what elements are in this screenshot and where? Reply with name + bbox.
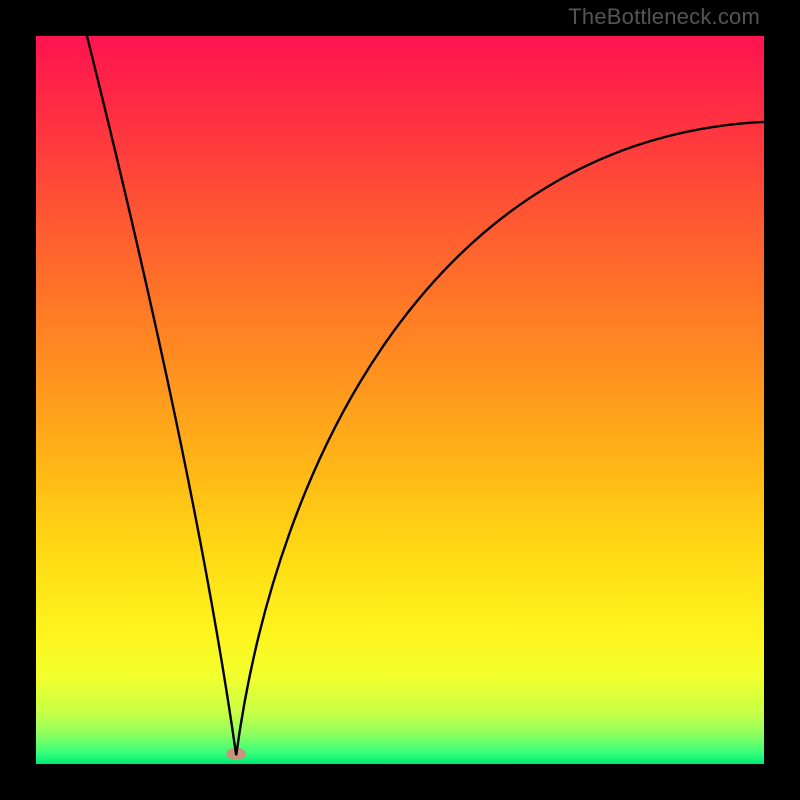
frame-right: [764, 0, 800, 800]
frame-left: [0, 0, 36, 800]
frame-bottom: [0, 764, 800, 800]
bottleneck-chart: [36, 36, 764, 764]
gradient-background: [36, 36, 764, 764]
watermark-text: TheBottleneck.com: [568, 4, 760, 30]
